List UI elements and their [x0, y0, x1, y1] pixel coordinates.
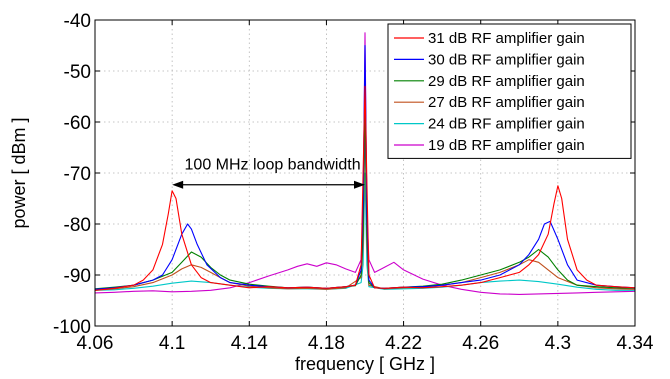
x-axis-label: frequency [ GHz ] — [295, 354, 435, 374]
series-line — [94, 85, 636, 291]
x-tick-label: 4.34 — [617, 333, 654, 354]
legend-entry-label: 31 dB RF amplifier gain — [428, 30, 585, 47]
y-tick-label: -40 — [64, 11, 91, 32]
axis-ticks: 4.06 4.1 4.14 4.18 4.22 4.26 4.3 4.34 -100 -90 -80… — [53, 11, 654, 354]
loop-bandwidth-annotation: 100 MHz loop bandwidth — [172, 157, 365, 189]
y-tick-label: -60 — [64, 113, 91, 134]
legend: 31 dB RF amplifier gain 30 dB RF amplifie… — [387, 23, 632, 159]
y-tick-label: -50 — [64, 62, 91, 83]
y-tick-label: -100 — [53, 317, 91, 338]
legend-entry-label: 29 dB RF amplifier gain — [428, 73, 585, 90]
legend-entry-label: 30 dB RF amplifier gain — [428, 51, 585, 68]
legend-entry-label: 24 dB RF amplifier gain — [428, 116, 585, 133]
x-tick-label: 4.06 — [77, 333, 114, 354]
x-tick-label: 4.3 — [545, 333, 571, 354]
legend-box — [387, 23, 632, 159]
series-line — [94, 172, 635, 291]
x-tick-label: 4.1 — [159, 333, 185, 354]
bandwidth-arrow-head-right — [354, 180, 365, 189]
y-tick-label: -70 — [64, 164, 91, 185]
legend-entry-label: 27 dB RF amplifier gain — [428, 94, 585, 111]
y-tick-label: -80 — [64, 215, 91, 236]
bandwidth-annotation-label: 100 MHz loop bandwidth — [185, 157, 361, 174]
x-tick-label: 4.26 — [462, 333, 499, 354]
series-lines — [94, 32, 636, 295]
y-axis-label: power [ dBm ] — [9, 117, 29, 228]
legend-entry-label: 19 dB RF amplifier gain — [428, 137, 585, 154]
x-tick-label: 4.22 — [385, 333, 422, 354]
y-tick-label: -90 — [64, 266, 91, 287]
x-tick-label: 4.18 — [308, 333, 345, 354]
x-tick-label: 4.14 — [231, 333, 268, 354]
bandwidth-arrow-head-left — [172, 180, 184, 189]
